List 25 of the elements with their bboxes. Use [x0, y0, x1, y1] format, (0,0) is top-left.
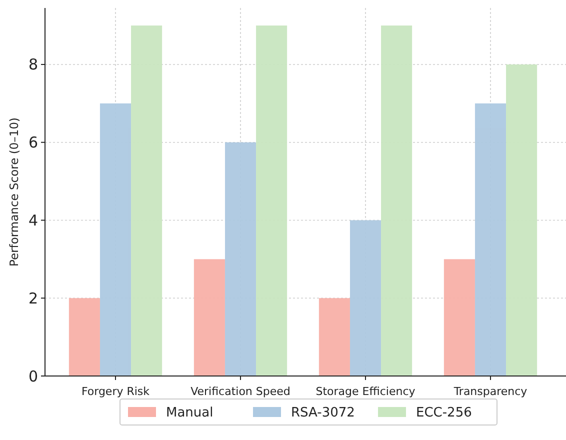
bar [224, 142, 256, 376]
x-tick-label: Forgery Risk [81, 384, 150, 398]
bar [100, 103, 132, 376]
y-tick-label: 2 [28, 289, 38, 308]
y-tick-label: 0 [28, 367, 38, 386]
legend-label: Manual [166, 406, 214, 421]
bar [474, 103, 506, 376]
bar [68, 298, 100, 376]
bar [256, 26, 288, 376]
bar [350, 220, 382, 376]
bar [131, 26, 162, 376]
bar [506, 64, 538, 376]
y-tick-label: 4 [28, 211, 38, 230]
bar [381, 26, 412, 376]
bar [194, 259, 225, 376]
y-tick-label: 6 [28, 134, 38, 152]
x-tick-label: Verification Speed [190, 384, 290, 398]
x-tick-label: Storage Efficiency [316, 384, 416, 398]
bar [444, 259, 475, 376]
legend-label: ECC-256 [416, 406, 472, 421]
y-tick-label: 8 [28, 56, 38, 74]
x-tick-label: Transparency [452, 384, 528, 398]
legend-label: RSA-3072 [291, 406, 355, 421]
bar [318, 298, 350, 376]
y-axis-title: Performance Score (0–10) [7, 117, 21, 267]
